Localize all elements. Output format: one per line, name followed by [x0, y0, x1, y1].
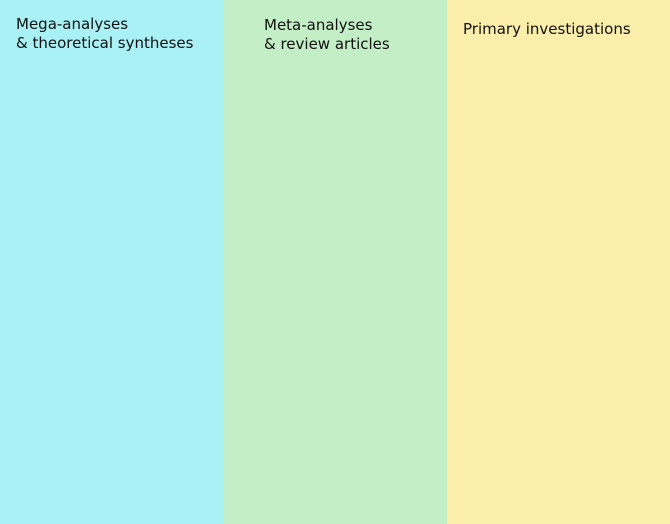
column-label-mega-analyses: Mega-analyses & theoretical syntheses: [16, 15, 193, 53]
column-label-line: & review articles: [264, 35, 390, 53]
column-label-line: Meta-analyses: [264, 16, 373, 34]
column-label-line: Primary investigations: [463, 20, 631, 38]
column-label-line: Mega-analyses: [16, 15, 129, 33]
column-primary-investigations: Primary investigations: [447, 0, 670, 524]
column-label-primary-investigations: Primary investigations: [463, 20, 631, 39]
column-meta-analyses: Meta-analyses & review articles: [223, 0, 447, 524]
column-mega-analyses: Mega-analyses & theoretical syntheses: [0, 0, 223, 524]
column-label-line: & theoretical syntheses: [16, 34, 194, 52]
column-label-meta-analyses: Meta-analyses & review articles: [264, 16, 390, 54]
